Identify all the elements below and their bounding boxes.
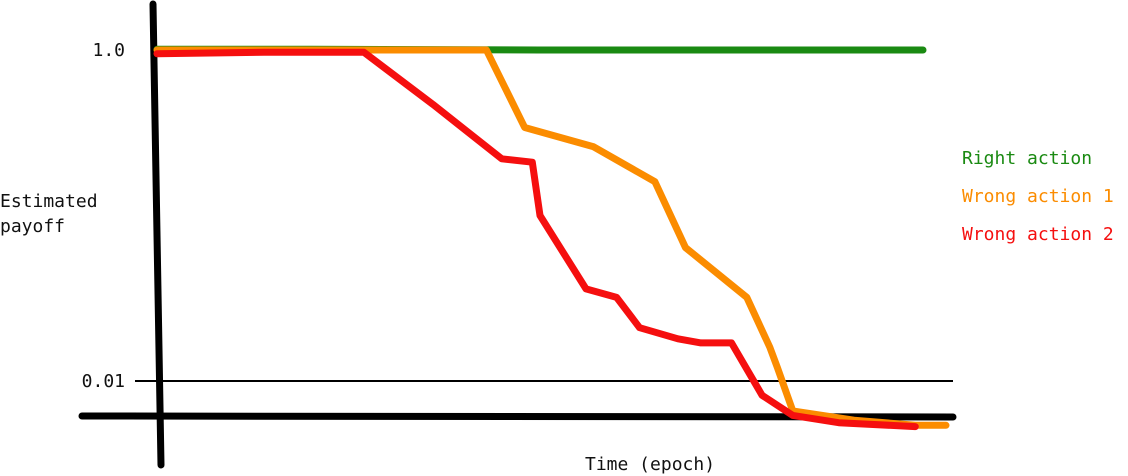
y-tick-label-1: 0.01 (82, 371, 125, 392)
y-axis-label-line-2: payoff (0, 216, 65, 237)
y-tick-labels: 1.0 0.01 (82, 40, 125, 392)
series-line-wrong-action-1 (153, 46, 950, 429)
y-tick-label-0: 1.0 (92, 40, 125, 61)
y-axis-line (149, 0, 165, 469)
legend-entry-right-action: Right action (962, 148, 1092, 169)
legend: Right action Wrong action 1 Wrong action 2 (962, 148, 1114, 245)
x-axis-label: Time (epoch) (585, 454, 715, 475)
legend-entry-wrong-action-2: Wrong action 2 (962, 224, 1114, 245)
series-lines (153, 45, 950, 431)
legend-entry-wrong-action-1: Wrong action 1 (962, 186, 1114, 207)
series-line-wrong-action-2 (153, 48, 919, 431)
y-axis-label-line-1: Estimated (0, 191, 98, 212)
